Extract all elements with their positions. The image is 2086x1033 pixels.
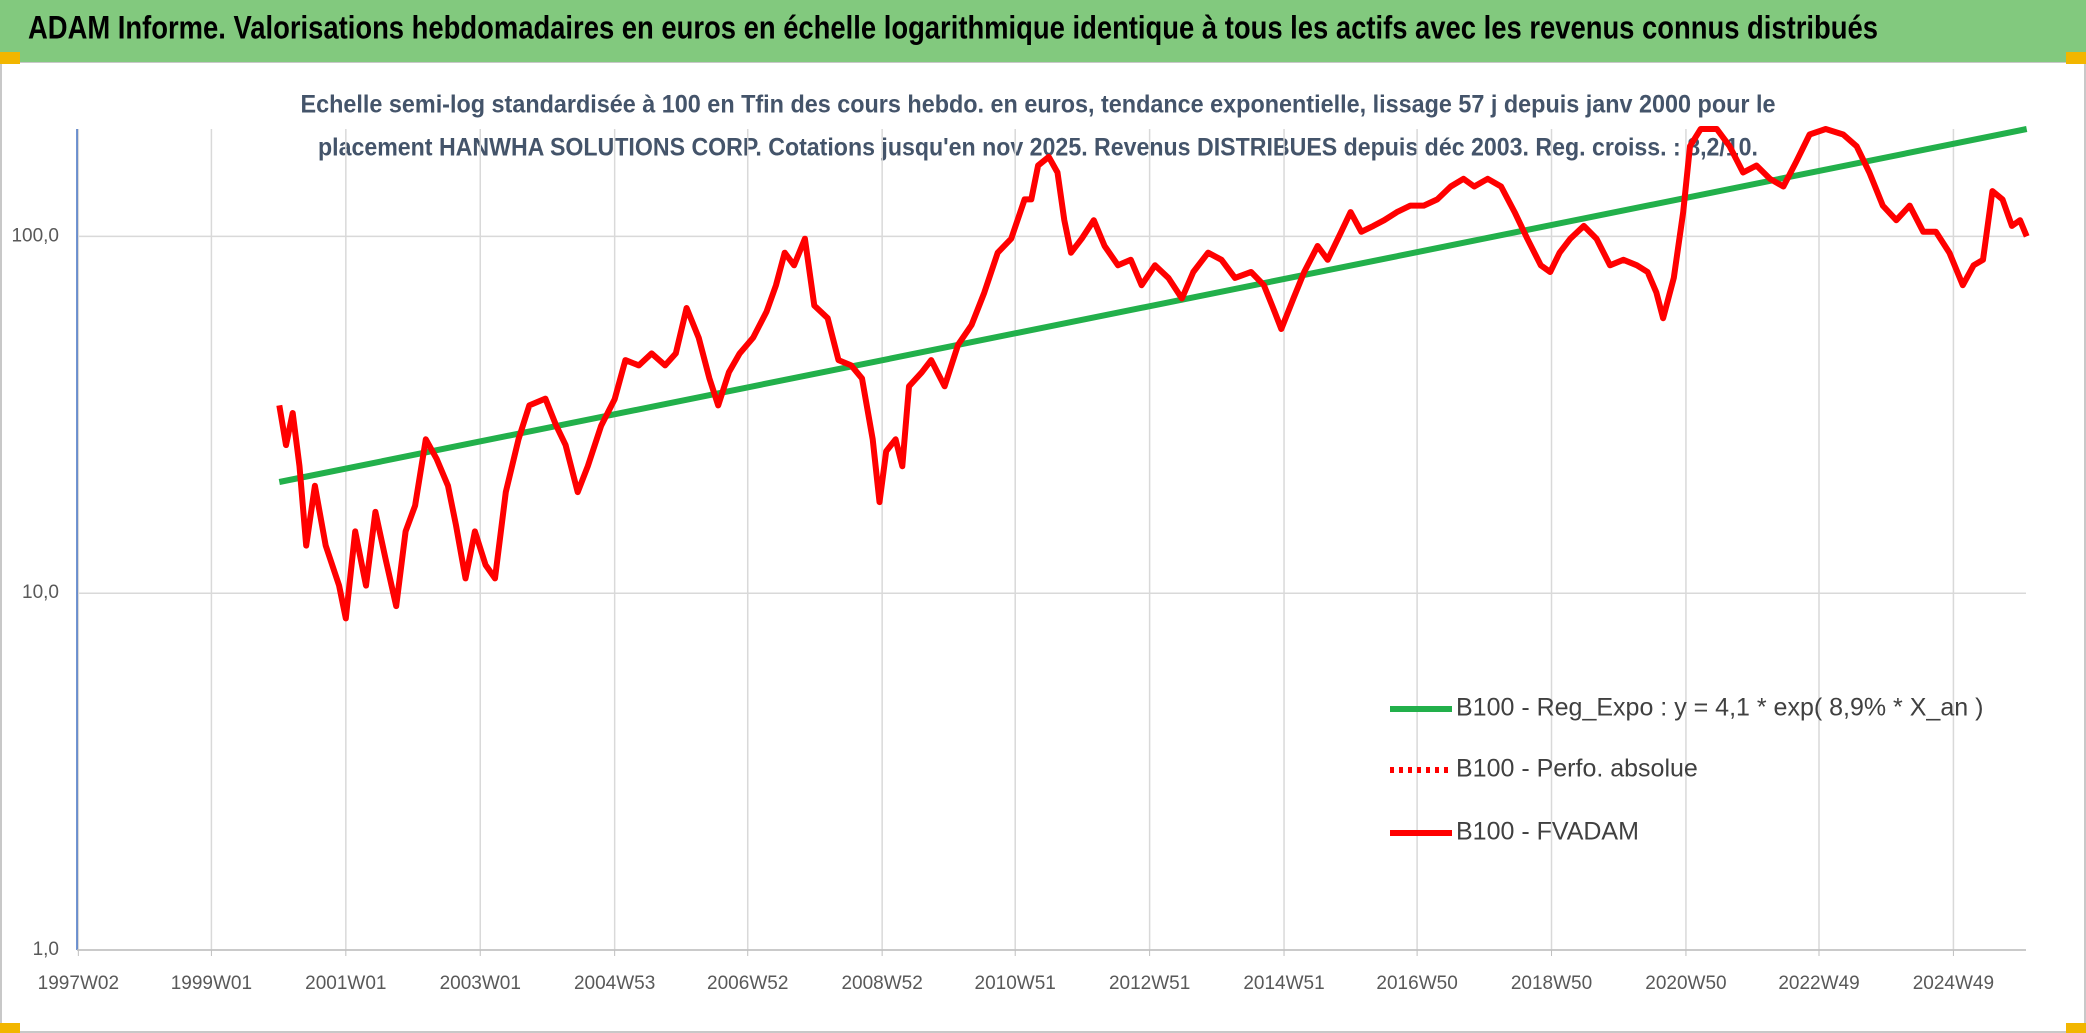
y-tick-label: 1,0 [33,939,59,960]
x-tick-label: 2008W52 [841,973,922,994]
x-tick-label: 2022W49 [1778,973,1859,994]
corner [0,52,20,64]
chart-subtitle: placement HANWHA SOLUTIONS CORP. Cotatio… [318,134,1758,162]
x-tick-label: 2010W51 [975,973,1056,994]
header-bar [0,0,2086,62]
x-tick-label: 1997W02 [38,973,119,994]
x-tick-label: 2001W01 [305,973,386,994]
chart-title: ADAM Informe. Valorisations hebdomadaire… [28,9,1878,45]
legend-label: B100 - Perfo. absolue [1456,755,1698,783]
corner [0,1023,20,1033]
plot-area: 1,0 10,0 100,0 1997W02 1999W01 2001W01 2003W01… [11,126,2030,994]
chart-subtitle: Echelle semi-log standardisée à 100 en T… [301,91,1776,119]
y-tick-label: 100,0 [11,225,59,246]
x-tick-label: 2003W01 [440,973,521,994]
legend-label: B100 - FVADAM [1456,818,1639,846]
x-tick-label: 2004W53 [574,973,655,994]
x-tick-label: 2018W50 [1511,973,1592,994]
series-line [278,126,2028,485]
x-tick-label: 2016W50 [1376,973,1457,994]
series-line [276,126,2030,622]
corner [2066,52,2086,64]
x-tick-label: 2024W49 [1913,973,1994,994]
x-tick-label: 1999W01 [171,973,252,994]
corner [2066,1023,2086,1033]
x-tick-label: 2014W51 [1243,973,1324,994]
legend-label: B100 - Reg_Expo : y = 4,1 * exp( 8,9% * … [1456,694,1983,722]
x-tick-label: 2020W50 [1645,973,1726,994]
y-tick-label: 10,0 [22,582,59,603]
x-tick-label: 2006W52 [707,973,788,994]
x-tick-label: 2012W51 [1109,973,1190,994]
